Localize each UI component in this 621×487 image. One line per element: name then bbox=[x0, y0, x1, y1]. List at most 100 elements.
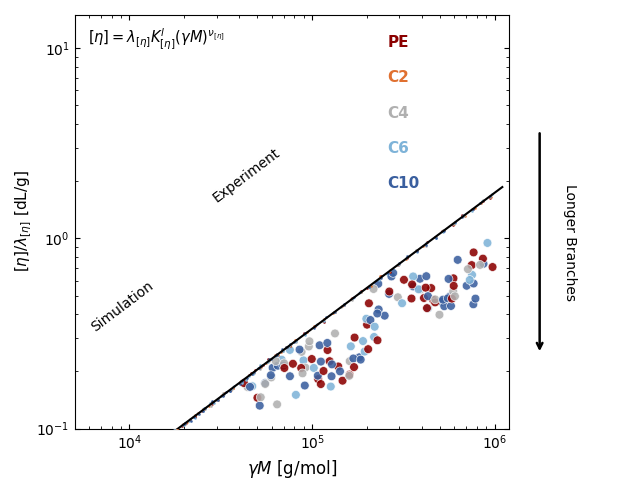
Point bbox=[268, 364, 278, 372]
Point bbox=[420, 284, 430, 292]
Point bbox=[467, 271, 477, 279]
Point bbox=[350, 334, 360, 341]
Point bbox=[450, 292, 460, 300]
Point bbox=[469, 280, 479, 287]
Point bbox=[260, 379, 270, 387]
Point bbox=[247, 382, 257, 390]
Point bbox=[393, 293, 403, 301]
Point bbox=[285, 373, 295, 380]
Point bbox=[358, 337, 368, 345]
Point bbox=[374, 305, 384, 313]
Point bbox=[277, 356, 287, 364]
Point bbox=[487, 263, 497, 271]
Point bbox=[278, 362, 288, 370]
Text: C4: C4 bbox=[388, 106, 409, 121]
Point bbox=[300, 382, 310, 390]
Point bbox=[465, 276, 474, 284]
Point bbox=[313, 375, 323, 383]
Point bbox=[438, 296, 448, 303]
Point bbox=[245, 383, 255, 391]
Point bbox=[426, 284, 436, 292]
Point bbox=[443, 295, 453, 302]
Point bbox=[463, 265, 473, 273]
Text: Simulation: Simulation bbox=[89, 279, 156, 335]
Point bbox=[319, 367, 329, 375]
Point bbox=[408, 273, 418, 281]
Point bbox=[297, 370, 307, 377]
Text: C2: C2 bbox=[388, 71, 409, 86]
Point bbox=[388, 269, 398, 277]
Text: C10: C10 bbox=[388, 176, 420, 191]
Point bbox=[345, 371, 355, 378]
X-axis label: $\gamma M$ [g/mol]: $\gamma M$ [g/mol] bbox=[247, 458, 337, 480]
Point bbox=[408, 282, 418, 290]
Point bbox=[322, 346, 332, 354]
Point bbox=[423, 304, 433, 312]
Point bbox=[373, 280, 383, 288]
Point bbox=[299, 356, 309, 364]
Point bbox=[348, 355, 358, 362]
Point bbox=[439, 302, 449, 310]
Point bbox=[369, 285, 379, 293]
Text: $[\eta] = \lambda_{[\eta]} K^l_{[\eta]} (\gamma M)^{\nu_{[\eta]}}$: $[\eta] = \lambda_{[\eta]} K^l_{[\eta]} … bbox=[88, 27, 224, 52]
Point bbox=[449, 282, 459, 290]
Text: Experiment: Experiment bbox=[210, 145, 283, 205]
Point bbox=[447, 295, 457, 302]
Point bbox=[430, 299, 440, 306]
Point bbox=[373, 337, 383, 344]
Point bbox=[260, 380, 270, 388]
Point bbox=[285, 346, 295, 354]
Point bbox=[256, 393, 266, 401]
Point bbox=[338, 377, 348, 385]
Point bbox=[467, 261, 477, 269]
Point bbox=[304, 337, 314, 345]
Point bbox=[315, 341, 325, 349]
Point bbox=[273, 362, 283, 370]
Point bbox=[322, 339, 332, 347]
Point bbox=[453, 256, 463, 264]
Point bbox=[316, 380, 326, 388]
Point bbox=[327, 360, 337, 368]
Y-axis label: $[\eta]/\lambda_{[\eta]}$ [dL/g]: $[\eta]/\lambda_{[\eta]}$ [dL/g] bbox=[13, 171, 34, 272]
Text: PE: PE bbox=[388, 36, 409, 50]
Point bbox=[330, 330, 340, 337]
Text: Longer Branches: Longer Branches bbox=[563, 184, 577, 301]
Point bbox=[326, 383, 336, 391]
Point bbox=[271, 357, 281, 365]
Point bbox=[362, 321, 372, 329]
Point bbox=[386, 273, 396, 281]
Point bbox=[349, 363, 359, 371]
Point bbox=[384, 290, 394, 298]
Point bbox=[361, 315, 371, 323]
Point bbox=[435, 311, 445, 318]
Point bbox=[475, 261, 485, 269]
Point bbox=[369, 333, 379, 341]
Point bbox=[266, 371, 276, 379]
Point bbox=[422, 304, 432, 312]
Point bbox=[479, 260, 489, 268]
Point bbox=[423, 292, 433, 300]
Point bbox=[316, 357, 326, 365]
Point bbox=[296, 364, 306, 372]
Point bbox=[288, 360, 298, 368]
Point bbox=[333, 363, 343, 371]
Point bbox=[445, 293, 455, 300]
Point bbox=[266, 374, 276, 381]
Point bbox=[407, 281, 417, 288]
Point bbox=[384, 288, 394, 296]
Point bbox=[356, 356, 366, 363]
Point bbox=[448, 287, 458, 295]
Point bbox=[415, 275, 425, 282]
Point bbox=[255, 402, 265, 410]
Point bbox=[483, 239, 492, 247]
Point bbox=[313, 372, 323, 379]
Point bbox=[239, 379, 249, 387]
Point bbox=[428, 296, 438, 303]
Point bbox=[421, 272, 431, 280]
Point bbox=[325, 357, 335, 365]
Point bbox=[309, 364, 319, 372]
Point bbox=[279, 359, 289, 367]
Point bbox=[437, 298, 447, 305]
Point bbox=[364, 300, 374, 307]
Point bbox=[415, 285, 425, 293]
